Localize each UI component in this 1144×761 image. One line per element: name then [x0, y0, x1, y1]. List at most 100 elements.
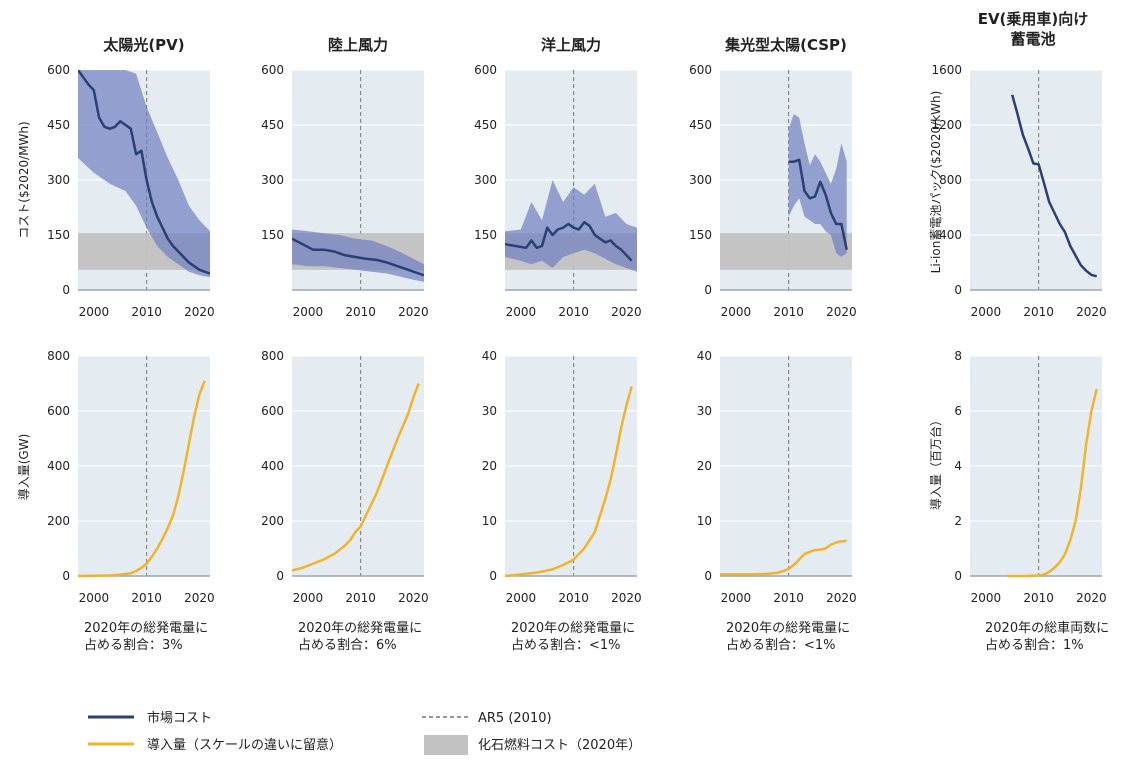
deployment-x-tick-label: 2000	[79, 591, 110, 605]
cost-chart: 0 150 300 450 600 2000 2010 2020	[47, 63, 215, 319]
deployment-x-tick-label: 2010	[773, 591, 804, 605]
cost-x-tick-label: 2000	[721, 305, 752, 319]
cost-x-tick-label: 2020	[184, 305, 215, 319]
cost-y-tick-label: 450	[689, 118, 712, 132]
deployment-y-tick-label: 600	[261, 404, 284, 418]
deployment-x-tick-label: 2010	[345, 591, 376, 605]
deployment-x-tick-label: 2000	[971, 591, 1002, 605]
cost-x-tick-label: 2000	[79, 305, 110, 319]
cost-chart: 0 400 800 1200 1600 2000 2010 2020	[931, 63, 1106, 319]
share-note: 占める割合：1%	[985, 637, 1084, 653]
share-note: 2020年の総発電量に	[726, 621, 850, 636]
deployment-y-tick-label: 0	[276, 569, 284, 583]
legend-label-fossil: 化石燃料コスト（2020年）	[478, 737, 641, 753]
deployment-y-tick-label: 600	[47, 404, 70, 418]
legend-swatch-fossil	[424, 735, 468, 755]
cost-series	[292, 229, 424, 282]
legend-label-market-cost: 市場コスト	[147, 710, 212, 726]
deployment-y-tick-label: 0	[704, 569, 712, 583]
cost-y-tick-label: 400	[939, 228, 962, 242]
cost-y-tick-label: 150	[689, 228, 712, 242]
panel-3: 洋上風力 150 300 450 600 2000 2010 2020 0 10 20 30 40 200…	[474, 36, 642, 653]
deployment-x-tick-label: 2000	[721, 591, 752, 605]
deployment-y-tick-label: 8	[954, 349, 962, 363]
cost-y-tick-label: 1200	[931, 118, 962, 132]
cost-y-tick-label: 300	[261, 173, 284, 187]
market-cost-line	[505, 220, 633, 262]
deployment-x-tick-label: 2010	[1023, 591, 1054, 605]
deployment-y-tick-label: 0	[62, 569, 70, 583]
deployment-x-tick-label: 2020	[611, 591, 642, 605]
deployment-y-tick-label: 30	[482, 404, 497, 418]
deployment-y-tick-label: 2	[954, 514, 962, 528]
cost-y-tick-label: 450	[261, 118, 284, 132]
share-note: 占める割合：<1%	[511, 637, 621, 653]
legend: 市場コスト 導入量（スケールの違いに留意） AR5 (2010) 化石燃料コスト…	[88, 710, 641, 755]
panel-title: 陸上風力	[328, 36, 388, 54]
deployment-y-tick-label: 400	[261, 459, 284, 473]
cost-y-tick-label: 600	[47, 63, 70, 77]
cost-y-tick-label: 300	[47, 173, 70, 187]
y-label-deployment-gw: 導入量(GW)	[17, 434, 31, 501]
y-label-battery-cost: Li-ion蓄電池パック($2020/kWh)	[929, 91, 943, 274]
cost-y-tick-label: 0	[704, 283, 712, 297]
deployment-y-tick-label: 200	[261, 514, 284, 528]
deployment-y-tick-label: 4	[954, 459, 962, 473]
cost-series	[720, 114, 852, 270]
market-cost-line	[78, 70, 210, 275]
cost-x-tick-label: 2010	[131, 305, 162, 319]
cost-x-tick-label: 2010	[773, 305, 804, 319]
deployment-chart: 0 2 4 6 8 2000 2010 2020	[954, 349, 1106, 605]
cost-y-tick-label: 0	[62, 283, 70, 297]
cost-y-tick-label: 1600	[931, 63, 962, 77]
cost-y-tick-label: 0	[954, 283, 962, 297]
cost-y-tick-label: 450	[474, 118, 497, 132]
share-note: 占める割合：<1%	[726, 637, 836, 653]
deployment-y-tick-label: 800	[47, 349, 70, 363]
cost-y-tick-label: 800	[939, 173, 962, 187]
deployment-chart: 0 200 400 600 800 2000 2010 2020	[47, 349, 215, 605]
deployment-x-tick-label: 2020	[398, 591, 429, 605]
cost-y-tick-label: 450	[47, 118, 70, 132]
cost-x-tick-label: 2010	[345, 305, 376, 319]
deployment-y-tick-label: 30	[697, 404, 712, 418]
panel-title: 蓄電池	[1010, 30, 1055, 48]
deployment-y-tick-label: 400	[47, 459, 70, 473]
deployment-x-tick-label: 2020	[184, 591, 215, 605]
deployment-y-tick-label: 40	[697, 349, 712, 363]
cost-x-tick-label: 2020	[398, 305, 429, 319]
deployment-y-tick-label: 6	[954, 404, 962, 418]
market-cost-line	[788, 158, 848, 250]
cost-x-tick-label: 2000	[971, 305, 1002, 319]
deployment-y-tick-label: 200	[47, 514, 70, 528]
deployment-x-tick-label: 2010	[131, 591, 162, 605]
panel-title: EV(乗用車)向け	[978, 10, 1089, 28]
deployment-y-tick-label: 10	[697, 514, 712, 528]
cost-series	[1010, 94, 1098, 278]
cost-y-tick-label: 600	[474, 63, 497, 77]
deployment-y-tick-label: 20	[482, 459, 497, 473]
y-label-deployment-vehicles: 導入量（百万台）	[928, 414, 943, 510]
market-cost-line	[292, 237, 424, 277]
panel-title: 太陽光(PV)	[103, 36, 184, 54]
deployment-line	[77, 380, 206, 578]
cost-x-tick-label: 2020	[611, 305, 642, 319]
market-cost-line	[1010, 94, 1098, 278]
deployment-chart: 0 200 400 600 800 2000 2010 2020	[261, 349, 429, 605]
deployment-x-tick-label: 2020	[826, 591, 857, 605]
deployment-y-tick-label: 10	[482, 514, 497, 528]
y-label-cost: コスト($2020/MWh)	[17, 121, 31, 238]
cost-y-tick-label: 600	[261, 63, 284, 77]
cost-x-tick-label: 2000	[506, 305, 537, 319]
deployment-y-tick-label: 40	[482, 349, 497, 363]
cost-x-tick-label: 2000	[293, 305, 324, 319]
cost-y-tick-label: 300	[689, 173, 712, 187]
share-note: 占める割合：3%	[84, 637, 183, 653]
share-note: 2020年の総発電量に	[298, 621, 422, 636]
panel-2: 陸上風力 150 300 450 600 2000 2010 2020 0 200 400 600 80…	[261, 36, 429, 653]
cost-range-band	[292, 229, 424, 282]
share-note: 2020年の総発電量に	[84, 621, 208, 636]
cost-y-tick-label: 150	[474, 228, 497, 242]
